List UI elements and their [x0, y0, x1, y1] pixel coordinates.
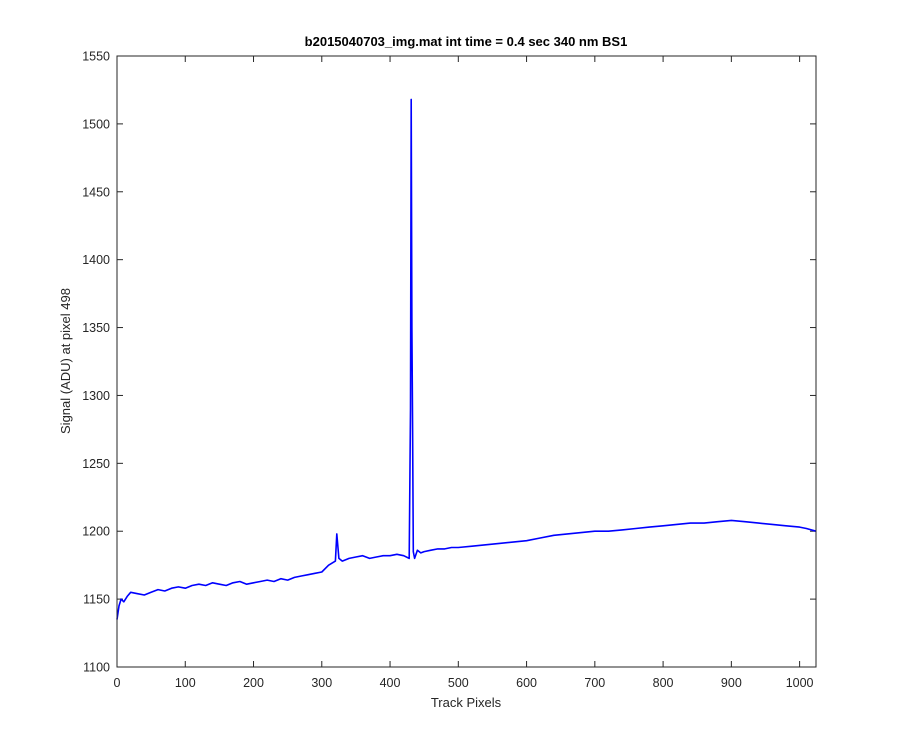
- plot-area: [117, 56, 816, 667]
- x-tick-label: 200: [243, 676, 264, 690]
- y-tick-label: 1550: [82, 50, 110, 64]
- plot-frame: [116, 55, 817, 668]
- x-tick-label: 400: [380, 676, 401, 690]
- x-tick-label: 300: [311, 676, 332, 690]
- x-tick-label: 900: [721, 676, 742, 690]
- x-axis-ticks: 0 100 200 300 400 500 600 700 800 900 1000: [114, 56, 814, 690]
- y-tick-label: 1400: [82, 253, 110, 267]
- x-tick-label: 600: [516, 676, 537, 690]
- y-tick-label: 1300: [82, 389, 110, 403]
- y-tick-label: 1150: [83, 593, 110, 607]
- chart-title: b2015040703_img.mat int time = 0.4 sec 3…: [305, 34, 628, 49]
- x-tick-label: 1000: [786, 676, 814, 690]
- signal-series-line: [116, 98, 817, 620]
- x-tick-label: 700: [584, 676, 605, 690]
- x-tick-label: 0: [114, 676, 121, 690]
- x-tick-label: 100: [175, 676, 196, 690]
- y-tick-label: 1100: [83, 661, 110, 675]
- x-tick-label: 800: [653, 676, 674, 690]
- x-axis-title: Track Pixels: [431, 695, 502, 710]
- y-axis-title: Signal (ADU) at pixel 498: [58, 288, 73, 434]
- y-tick-label: 1350: [82, 321, 110, 335]
- y-tick-label: 1250: [82, 457, 110, 471]
- y-tick-label: 1450: [82, 185, 110, 199]
- y-tick-label: 1200: [82, 525, 110, 539]
- x-tick-label: 500: [448, 676, 469, 690]
- y-axis-ticks: 1100 1150 1200 1250 1300 1350 1400 1450 1500 1550: [82, 50, 816, 675]
- y-tick-label: 1500: [82, 117, 110, 131]
